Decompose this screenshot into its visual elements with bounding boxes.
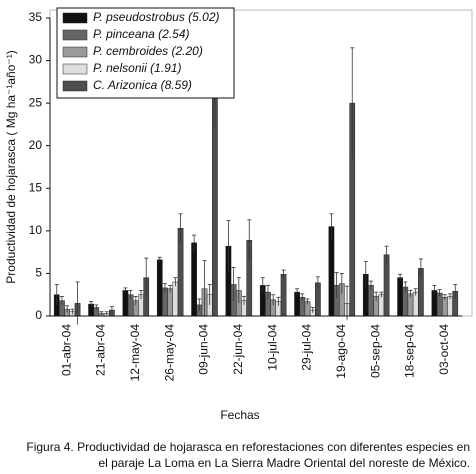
bar [397,277,403,317]
x-tick-label: 19-ago-04 [334,324,348,379]
caption: Figura 4. Productividad de hojarasca en … [26,440,470,454]
x-tick-label: 01-abr-04 [59,324,73,376]
y-tick-label: 20 [29,138,43,152]
bar [294,291,300,317]
legend-label: P. nelsonii (1.91) [93,61,182,75]
caption: el paraje La Loma en La Sierra Madre Ori… [98,456,470,470]
y-tick-label: 5 [35,266,42,280]
bar [280,274,287,317]
x-tick-label: 21-abr-04 [94,324,108,376]
x-tick-label: 05-sep-04 [368,324,382,378]
y-tick-label: 10 [29,223,43,237]
bar [412,291,419,317]
x-tick-label: 29-jul-04 [300,324,314,371]
bar [436,292,443,317]
bar [122,290,129,317]
x-tick-label: 10-jul-04 [265,324,279,371]
x-tick-label: 18-sep-04 [403,324,417,378]
bar [441,297,448,317]
bar [368,285,374,317]
y-tick-label: 35 [29,10,43,24]
x-tick-label: 12-may-04 [128,324,142,382]
legend-swatch [62,63,88,75]
bar [156,259,163,317]
y-tick-label: 0 [35,308,42,322]
legend-swatch [62,80,88,92]
y-tick-label: 25 [29,95,43,109]
bar [167,288,174,317]
x-axis-label: Fechas [220,408,259,422]
legend-swatch [62,46,88,58]
y-tick-label: 30 [29,53,43,67]
legend-label: P. pseudostrobus (5.02) [93,10,220,24]
bar [447,296,453,317]
x-tick-label: 22-jun-04 [231,324,245,375]
y-axis-label: Productividad de hojarasca ( Mg ha⁻¹año⁻… [4,50,18,283]
x-tick-label: 03-oct-04 [437,324,451,375]
bar [378,294,385,317]
bar [191,242,197,317]
legend-swatch [62,29,88,41]
legend-label: P. cembroides (2.20) [93,44,203,58]
x-tick-label: 26-may-04 [162,324,176,382]
legend-label: P. pinceana (2.54) [93,27,190,41]
bar [172,281,179,317]
x-tick-label: 09-jun-04 [197,324,211,375]
y-tick-label: 15 [29,180,43,194]
legend-label: C. Arizonica (8.59) [93,78,192,92]
bar [383,254,390,317]
legend-swatch [62,12,88,24]
bar [328,226,335,317]
